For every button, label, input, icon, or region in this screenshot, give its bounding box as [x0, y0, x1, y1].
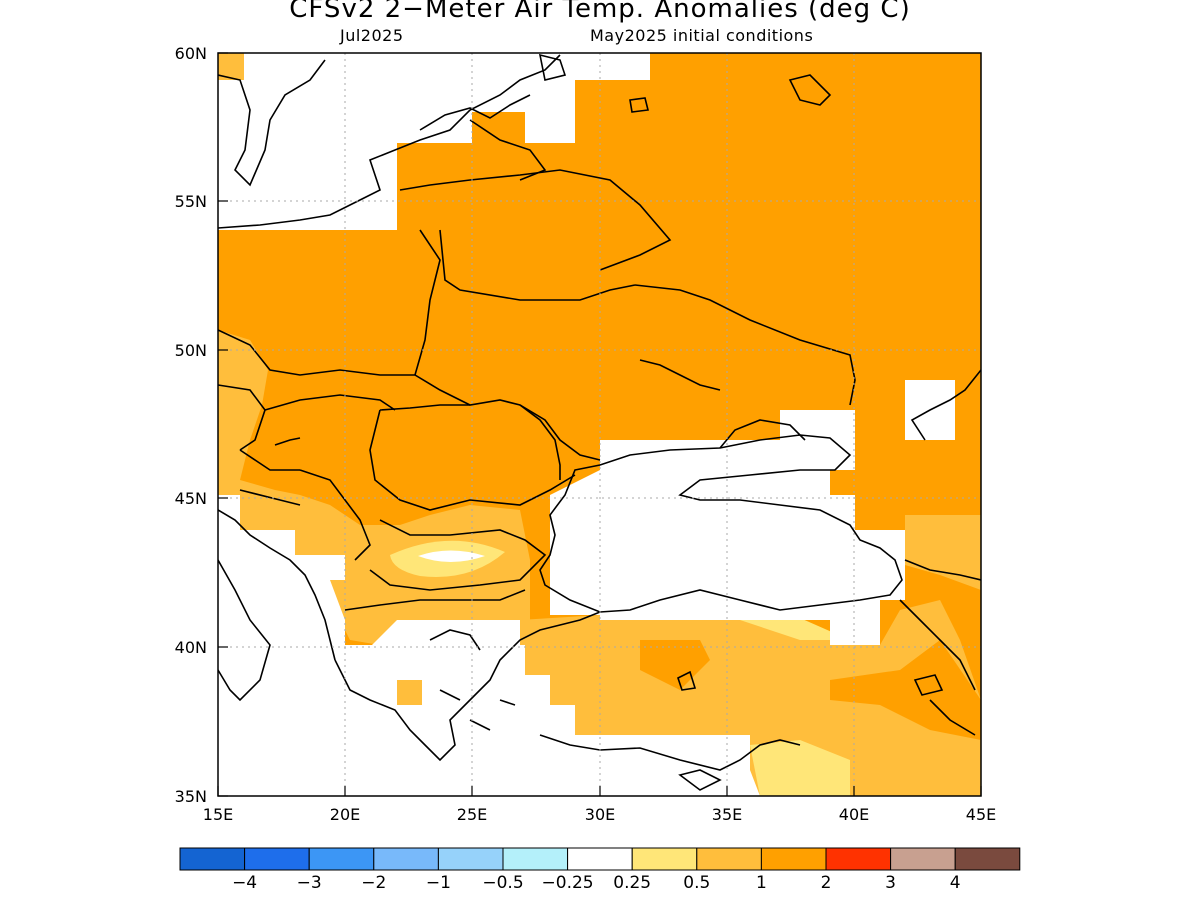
lon-tick-15e: 15E: [203, 805, 233, 824]
lake-van: [913, 674, 944, 696]
colorbar-label: 1: [756, 873, 767, 893]
colorbar-label: −4: [232, 873, 257, 893]
colorbar-label: −0.5: [482, 873, 523, 893]
axis-ticks: [217, 52, 982, 797]
adriatic-coast: [218, 509, 336, 661]
anomaly-region-turkey-south: [750, 740, 850, 796]
colorbar-swatch: [244, 847, 310, 871]
dnieper-reservoir: [639, 359, 721, 391]
colorbar-label: 0.25: [613, 873, 651, 893]
border-austria: [218, 384, 266, 451]
border-czech-slovakia: [218, 329, 415, 376]
border-turkey-east: [899, 599, 976, 736]
graticule: [218, 53, 981, 796]
colorbar-swatch: [308, 847, 375, 871]
neutral-baltic: [218, 53, 650, 230]
colorbar-swatch: [502, 847, 569, 871]
black-sea-coast: [539, 434, 903, 613]
colorbar-swatch: [890, 847, 956, 871]
anomaly-region-bulgaria-core: [418, 550, 485, 562]
colorbar-swatch: [825, 847, 892, 871]
border-greece-north: [344, 589, 526, 611]
forecast-month: Jul2025: [340, 26, 404, 45]
lat-tick-35n: 35N: [175, 787, 207, 806]
colorbar-label: 0.5: [683, 873, 710, 893]
caspian-coast: [910, 369, 981, 441]
lat-tick-50n: 50N: [175, 341, 207, 360]
colorbar-label: 3: [885, 873, 896, 893]
colorbar-label: 4: [950, 873, 961, 893]
baltic-coast: [218, 54, 561, 229]
lon-tick-40e: 40E: [839, 805, 869, 824]
neutral-baltic-strip2: [218, 80, 244, 143]
border-moldova: [519, 404, 561, 480]
colorbar-label: 2: [821, 873, 832, 893]
colorbar-swatch: [373, 847, 439, 871]
border-belarus-south: [439, 229, 636, 301]
lat-tick-labels: 60N 55N 50N 45N 40N 35N: [175, 44, 207, 806]
colorbar-label: −3: [297, 873, 322, 893]
border-russia-baltic: [469, 119, 547, 181]
neutral-adriatic: [218, 495, 760, 796]
rybinsk-reservoir: [788, 74, 832, 106]
italy-coast: [218, 559, 271, 702]
turkey-south-coast: [539, 734, 801, 771]
lat-tick-60n: 60N: [175, 44, 207, 63]
gulf-of-finland: [419, 94, 531, 131]
colorbar-swatch: [631, 847, 698, 871]
border-romania: [369, 404, 576, 511]
border-hungary: [264, 394, 396, 411]
anomaly-field: [218, 53, 981, 796]
initial-conditions: May2025 initial conditions: [590, 26, 814, 45]
colorbar-swatch: [567, 847, 633, 871]
border-ukraine-east: [634, 284, 856, 406]
border-bulgaria: [369, 519, 547, 591]
lake-onega: [629, 97, 649, 113]
colorbar-swatch: [696, 847, 762, 871]
cyprus: [678, 769, 722, 791]
azov-coast: [719, 419, 806, 449]
colorbar-swatch: [179, 847, 246, 871]
colorbar: −4 −3 −2 −1 −0.5 −0.25 0.25 0.5 1 2 3 4: [179, 847, 1021, 893]
colorbar-swatch: [437, 847, 504, 871]
border-poland-east: [414, 229, 441, 376]
anomaly-region-turkey-yellow: [740, 618, 850, 640]
colorbar-label: −0.25: [542, 873, 594, 893]
coastlines-and-borders: [218, 53, 981, 791]
lon-tick-labels: 15E 20E 25E 30E 35E 40E 45E: [203, 805, 996, 824]
border-belarus-north: [399, 169, 672, 271]
colorbar-swatch: [954, 847, 1021, 871]
lon-tick-20e: 20E: [330, 805, 360, 824]
balaton: [274, 437, 301, 446]
lon-tick-30e: 30E: [585, 805, 615, 824]
colorbar-label: −1: [426, 873, 451, 893]
anomaly-region-caucasus: [905, 515, 981, 590]
lon-tick-45e: 45E: [966, 805, 996, 824]
border-serbia: [299, 469, 371, 561]
anomaly-region-turkey-east: [830, 640, 981, 740]
greece-coast: [334, 611, 601, 762]
colorbar-swatch: [760, 847, 827, 871]
lat-tick-40n: 40N: [175, 638, 207, 657]
lake-tuz: [677, 670, 697, 691]
border-croatia: [239, 449, 301, 506]
scandinavia-coast: [218, 59, 326, 187]
lon-tick-35e: 35E: [712, 805, 742, 824]
lon-tick-25e: 25E: [457, 805, 487, 824]
lake-ladoga: [538, 53, 567, 81]
aegean-islands: [429, 629, 516, 731]
lat-tick-55n: 55N: [175, 192, 207, 211]
anomaly-region-greece: [397, 680, 422, 705]
border-georgia: [904, 559, 981, 581]
colorbar-label: −2: [361, 873, 386, 893]
lat-tick-45n: 45N: [175, 489, 207, 508]
map-title: CFSv2 2−Meter Air Temp. Anomalies (deg C…: [289, 0, 911, 24]
